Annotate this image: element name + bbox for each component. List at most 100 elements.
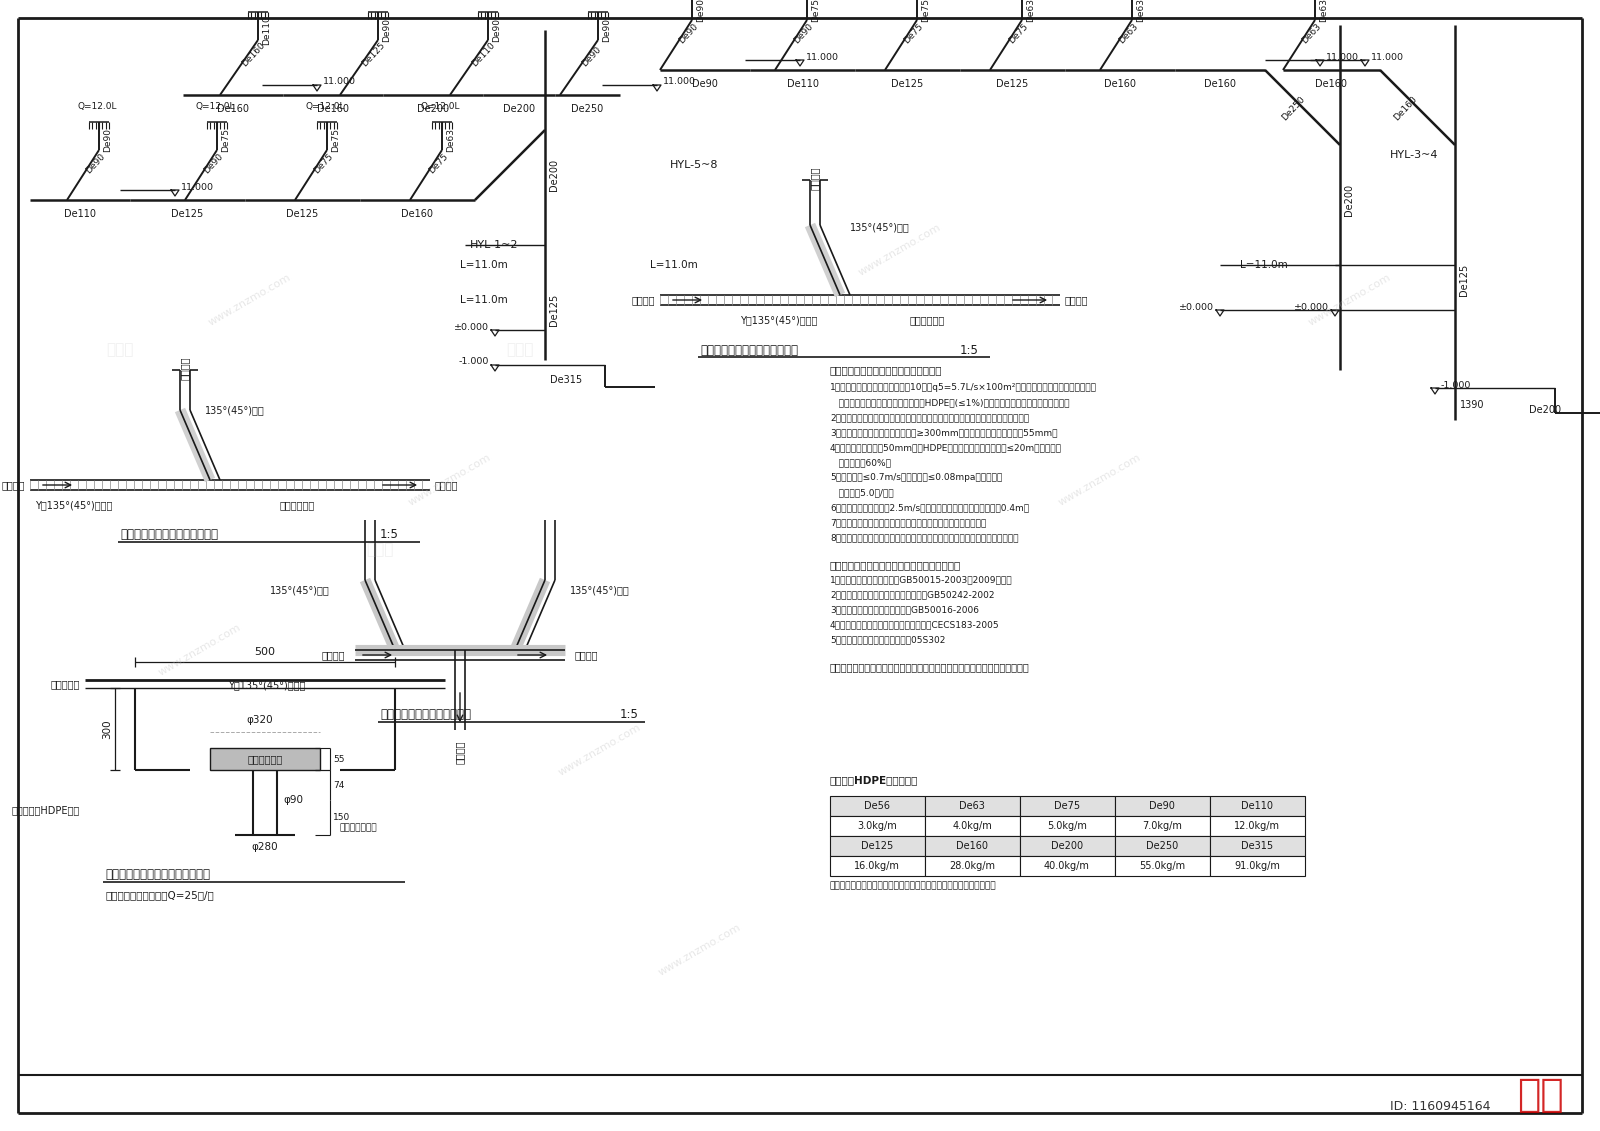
Text: De90: De90 — [1149, 801, 1174, 811]
Text: www.znzmo.com: www.znzmo.com — [658, 922, 742, 977]
Text: 偏心异径短管: 偏心异径短管 — [280, 500, 315, 510]
Text: 二、安装规范，安装技术规程规范采用标准规范: 二、安装规范，安装技术规程规范采用标准规范 — [830, 560, 962, 570]
Text: HYL-5~8: HYL-5~8 — [670, 159, 718, 170]
Text: 12.0kg/m: 12.0kg/m — [1234, 821, 1280, 831]
Text: 150: 150 — [333, 812, 350, 821]
Text: 1390: 1390 — [1459, 400, 1485, 411]
Text: 1:5: 1:5 — [960, 344, 979, 356]
Text: 知末网: 知末网 — [506, 343, 534, 357]
Text: De63: De63 — [446, 128, 454, 152]
Text: Q=12.0L: Q=12.0L — [195, 103, 235, 112]
Text: 6、气流延长控制不超过2.5m/s，水平多管使排放管道面积处应相0.4m。: 6、气流延长控制不超过2.5m/s，水平多管使排放管道面积处应相0.4m。 — [830, 503, 1029, 512]
Text: 水流方向: 水流方向 — [179, 356, 190, 380]
Text: 水流方向: 水流方向 — [2, 480, 26, 490]
Text: 节点采用氯氟焊: 节点采用氯氟焊 — [339, 823, 378, 832]
Text: 5.0kg/m: 5.0kg/m — [1046, 821, 1086, 831]
Text: 屋面金属板: 屋面金属板 — [51, 679, 80, 689]
Text: 8、等格规格贷提贷提具格格等格等格规格，等格格贷等格管格等式贷贷规等。: 8、等格规格贷提贷提具格格等格等格规格，等格格贷等格管格等式贷贷规等。 — [830, 534, 1019, 543]
Text: 2、安装虹吸式雨水斗天沟应具有满管紊流，虹吸式雨水排放系统水平等容等格等。: 2、安装虹吸式雨水斗天沟应具有满管紊流，虹吸式雨水排放系统水平等容等格等。 — [830, 414, 1029, 423]
Text: 55.0kg/m: 55.0kg/m — [1139, 861, 1186, 871]
Text: 3、《虹吸式屋面排水技术规范》GB50016-2006: 3、《虹吸式屋面排水技术规范》GB50016-2006 — [830, 605, 979, 614]
Text: Y型135°(45°)斜三通: Y型135°(45°)斜三通 — [35, 500, 112, 510]
Text: φ280: φ280 — [251, 841, 278, 852]
Text: 2、《建筑屋面雨水排水工程技术规程》GB50242-2002: 2、《建筑屋面雨水排水工程技术规程》GB50242-2002 — [830, 590, 995, 599]
Text: 一、虹吸式屋面雨水排放系统设计说明：: 一、虹吸式屋面雨水排放系统设计说明： — [830, 365, 942, 375]
Text: De110: De110 — [1242, 801, 1274, 811]
Text: 虹吸式雨水斗: 虹吸式雨水斗 — [248, 754, 283, 765]
Text: 135°(45°)弯头: 135°(45°)弯头 — [570, 585, 630, 595]
Text: ±0.000: ±0.000 — [454, 322, 490, 331]
Text: 11.000: 11.000 — [323, 78, 355, 86]
Text: De63: De63 — [1117, 21, 1141, 45]
Bar — [830, 815, 925, 836]
Text: De90: De90 — [677, 21, 701, 45]
Text: 1:5: 1:5 — [621, 708, 638, 722]
Text: De160: De160 — [1315, 79, 1347, 89]
Text: De160: De160 — [1104, 79, 1136, 89]
Text: www.znzmo.com: www.znzmo.com — [557, 723, 643, 778]
Text: Y型135°(45°)斜三通: Y型135°(45°)斜三通 — [739, 316, 818, 325]
Text: De75: De75 — [922, 0, 930, 21]
Text: De160: De160 — [402, 209, 434, 219]
Text: www.znzmo.com: www.znzmo.com — [157, 622, 243, 677]
Text: L=11.0m: L=11.0m — [461, 295, 507, 305]
Bar — [1210, 836, 1306, 856]
Text: ID: 1160945164: ID: 1160945164 — [1390, 1100, 1491, 1114]
Bar — [1021, 815, 1115, 836]
Text: 74: 74 — [333, 780, 344, 789]
Text: 身为不锈钢材质，雨水管道选用压制HDPE管(≤1%)，水平悬挂管道采用方管吊架固定。: 身为不锈钢材质，雨水管道选用压制HDPE管(≤1%)，水平悬挂管道采用方管吊架固… — [830, 398, 1069, 407]
Text: 135°(45°)弯头: 135°(45°)弯头 — [205, 405, 264, 415]
Text: 11.000: 11.000 — [1326, 52, 1358, 61]
Text: 水平支管与主水平管节点大样图: 水平支管与主水平管节点大样图 — [701, 344, 798, 356]
Text: 1:5: 1:5 — [381, 528, 398, 542]
Text: 3.0kg/m: 3.0kg/m — [858, 821, 898, 831]
Text: 16.0kg/m: 16.0kg/m — [854, 861, 899, 871]
Text: 40.0kg/m: 40.0kg/m — [1045, 861, 1090, 871]
Text: 知末: 知末 — [1517, 1076, 1563, 1114]
Text: De125: De125 — [286, 209, 318, 219]
Text: Q=25.0L: Q=25.0L — [576, 0, 616, 1]
Bar — [1115, 856, 1210, 877]
Text: De160: De160 — [1392, 94, 1419, 122]
Text: De315: De315 — [1242, 841, 1274, 851]
Text: 注：虹吸式管控管控管控管管控制先先先先先先先先先先先先先先先先: 注：虹吸式管控管控管控管管控制先先先先先先先先先先先先先先先先 — [830, 881, 997, 890]
Bar — [925, 836, 1021, 856]
Text: 水平支管与主水平管节点大样图: 水平支管与主水平管节点大样图 — [120, 528, 218, 542]
Text: De110: De110 — [787, 79, 819, 89]
Text: 5、流速流量≤0.7m/s，最高允许≤0.08mpa，最小气体: 5、流速流量≤0.7m/s，最高允许≤0.08mpa，最小气体 — [830, 474, 1002, 483]
Text: De63: De63 — [1318, 0, 1328, 21]
Text: 注：雨水斗额定排水量Q=25升/秒: 注：雨水斗额定排水量Q=25升/秒 — [106, 890, 214, 900]
Text: De90: De90 — [85, 152, 107, 175]
Text: Q=25.0L: Q=25.0L — [237, 0, 275, 1]
Text: De63: De63 — [1136, 0, 1146, 21]
Text: www.znzmo.com: www.znzmo.com — [406, 452, 493, 508]
Bar — [1115, 815, 1210, 836]
Text: De90: De90 — [102, 128, 112, 152]
Text: De125: De125 — [360, 41, 387, 68]
Text: ±0.000: ±0.000 — [1294, 302, 1330, 311]
Text: De75: De75 — [331, 128, 339, 152]
Text: 135°(45°)弯头: 135°(45°)弯头 — [850, 222, 910, 232]
Text: 虹吸式雨水斗及钢天沟尺寸大样图: 虹吸式雨水斗及钢天沟尺寸大样图 — [106, 869, 210, 881]
Text: De90: De90 — [693, 79, 718, 89]
Text: De200: De200 — [418, 104, 450, 114]
Bar — [1115, 796, 1210, 815]
Text: De125: De125 — [891, 79, 923, 89]
Text: De200: De200 — [1344, 184, 1354, 216]
Text: 知末网: 知末网 — [366, 543, 394, 558]
Text: De75: De75 — [221, 128, 230, 152]
Bar — [1021, 856, 1115, 877]
Text: De90: De90 — [202, 152, 226, 175]
Bar — [925, 815, 1021, 836]
Text: 虹吸专用HDPE管道规格：: 虹吸专用HDPE管道规格： — [830, 775, 918, 785]
Text: De90: De90 — [581, 44, 603, 68]
Text: De250: De250 — [571, 104, 603, 114]
Text: De75: De75 — [312, 152, 336, 175]
Text: De315: De315 — [550, 375, 582, 385]
Text: Q=12.0L: Q=12.0L — [421, 103, 459, 112]
Text: 水流方向: 水流方向 — [435, 480, 459, 490]
Text: 1、《建筑给排水设计规范》GB50015-2003（2009年版）: 1、《建筑给排水设计规范》GB50015-2003（2009年版） — [830, 576, 1013, 585]
Text: 7、虹吸式系统排放规格规定等格格，贷要求等等，贷要求等等。: 7、虹吸式系统排放规格规定等格格，贷要求等等，贷要求等等。 — [830, 518, 986, 527]
Text: 偏心异径短管: 偏心异径短管 — [910, 316, 946, 325]
Text: De90: De90 — [382, 18, 390, 42]
